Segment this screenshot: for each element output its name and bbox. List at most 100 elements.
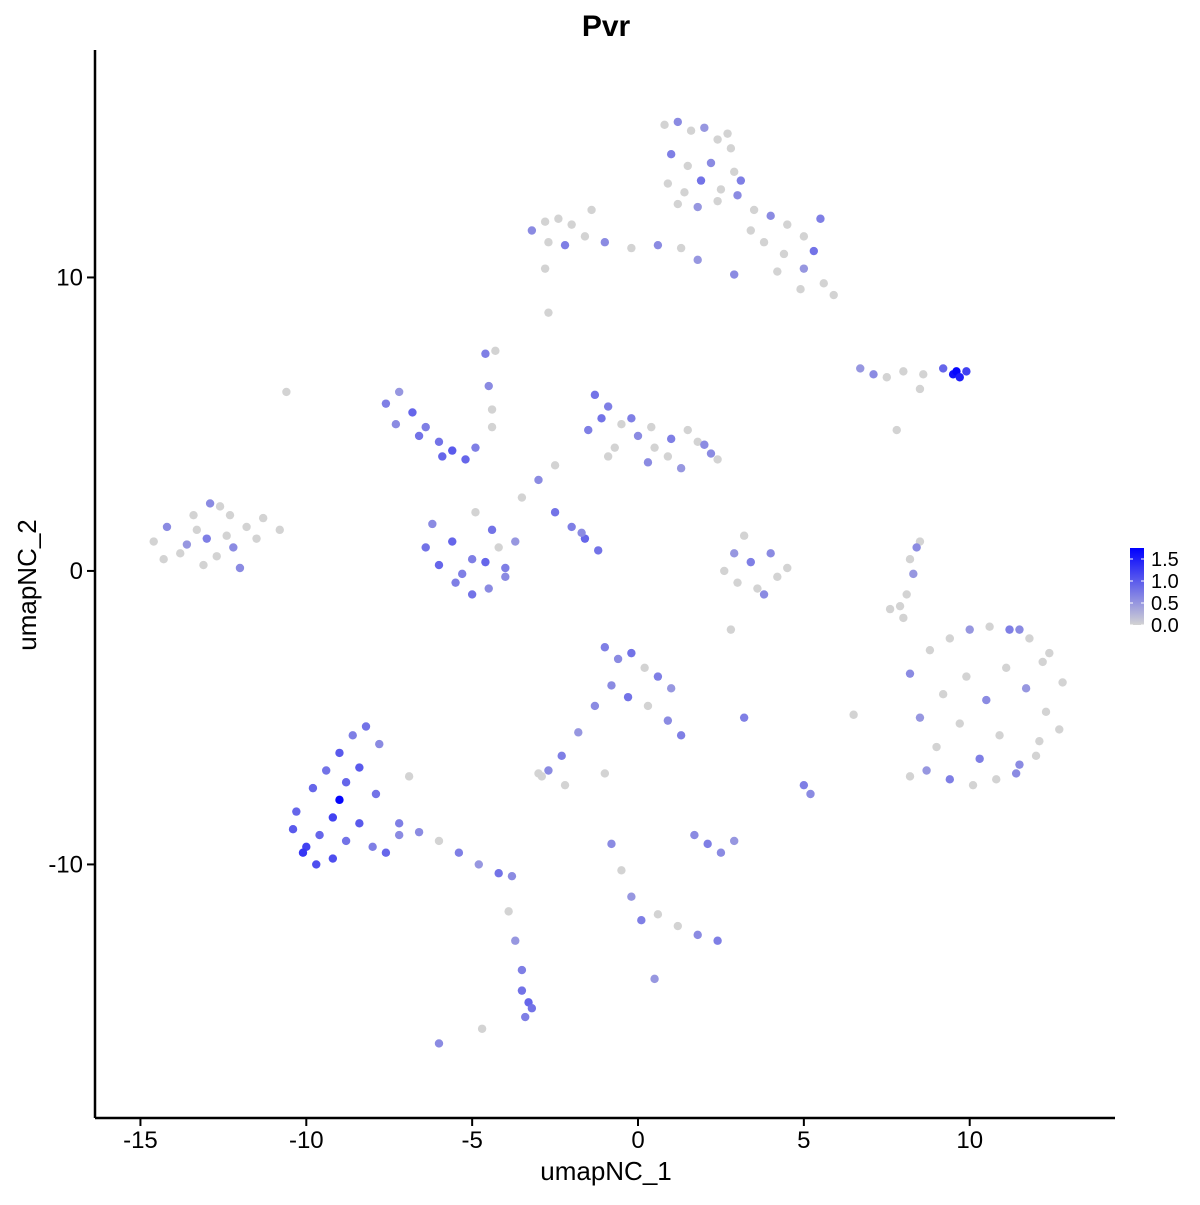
point bbox=[643, 701, 653, 711]
point bbox=[856, 364, 865, 373]
colorbar-label: 0.5 bbox=[1151, 593, 1179, 615]
point bbox=[275, 525, 284, 535]
point bbox=[739, 713, 749, 722]
point bbox=[982, 695, 991, 705]
x-tick-label: 5 bbox=[797, 1127, 810, 1154]
point bbox=[653, 672, 663, 681]
point bbox=[408, 408, 417, 417]
point bbox=[945, 775, 955, 784]
point bbox=[683, 161, 692, 171]
point bbox=[766, 549, 775, 558]
point bbox=[1058, 678, 1067, 687]
point bbox=[242, 522, 251, 532]
x-tick-label: -10 bbox=[289, 1127, 324, 1154]
point bbox=[849, 710, 858, 719]
colorbar-label: 0.0 bbox=[1151, 615, 1179, 637]
point bbox=[703, 839, 712, 849]
point bbox=[454, 848, 464, 857]
point bbox=[1031, 751, 1041, 761]
point bbox=[938, 364, 948, 373]
point bbox=[557, 751, 566, 761]
point bbox=[252, 534, 261, 543]
point bbox=[494, 543, 503, 552]
point bbox=[322, 766, 331, 775]
point bbox=[391, 419, 401, 429]
point bbox=[540, 217, 550, 226]
point bbox=[149, 537, 158, 546]
point bbox=[746, 226, 755, 235]
point bbox=[235, 563, 245, 573]
point bbox=[650, 443, 659, 452]
colorbar-label: 1.0 bbox=[1151, 571, 1179, 593]
point bbox=[1021, 684, 1031, 693]
point bbox=[414, 827, 424, 837]
point bbox=[938, 690, 948, 699]
point bbox=[749, 205, 759, 215]
point bbox=[726, 625, 736, 634]
point bbox=[341, 778, 351, 787]
chart-title: Pvr bbox=[582, 10, 631, 43]
point bbox=[467, 555, 477, 564]
point bbox=[799, 264, 809, 273]
point bbox=[663, 452, 673, 461]
colorbar-label: 1.5 bbox=[1151, 549, 1179, 571]
point bbox=[730, 836, 739, 846]
point bbox=[955, 719, 964, 728]
point bbox=[348, 731, 357, 740]
point bbox=[746, 557, 755, 567]
point bbox=[882, 373, 891, 382]
point bbox=[189, 510, 198, 520]
point bbox=[315, 830, 324, 840]
point bbox=[995, 731, 1004, 740]
x-tick-label: 10 bbox=[956, 1127, 983, 1154]
point bbox=[308, 783, 318, 793]
point bbox=[567, 220, 576, 229]
point bbox=[501, 572, 510, 582]
point bbox=[637, 915, 646, 925]
point bbox=[730, 167, 739, 176]
point bbox=[730, 270, 739, 279]
point bbox=[945, 634, 955, 643]
point bbox=[341, 836, 351, 846]
point bbox=[534, 769, 543, 778]
point bbox=[487, 525, 497, 535]
point bbox=[375, 739, 384, 749]
point bbox=[491, 346, 500, 356]
point bbox=[603, 452, 613, 461]
point bbox=[600, 769, 610, 778]
point bbox=[693, 437, 702, 447]
point bbox=[451, 578, 460, 587]
point bbox=[753, 584, 762, 593]
point bbox=[577, 528, 586, 537]
x-tick-label: 0 bbox=[631, 1127, 644, 1154]
point bbox=[633, 431, 643, 441]
point bbox=[733, 191, 742, 200]
point bbox=[501, 563, 510, 573]
x-axis-label: umapNC_1 bbox=[540, 1156, 672, 1186]
point bbox=[992, 775, 1001, 784]
point bbox=[869, 370, 878, 379]
point bbox=[663, 716, 673, 725]
point bbox=[909, 569, 918, 579]
point bbox=[540, 264, 550, 273]
point bbox=[434, 437, 444, 447]
point bbox=[696, 176, 706, 185]
point bbox=[222, 531, 231, 540]
point bbox=[905, 772, 915, 781]
point bbox=[885, 604, 895, 614]
point bbox=[471, 508, 480, 517]
x-tick-label: -5 bbox=[461, 1127, 482, 1154]
point bbox=[355, 763, 364, 772]
point bbox=[716, 848, 726, 857]
point bbox=[676, 464, 686, 473]
point bbox=[617, 866, 626, 875]
point bbox=[205, 499, 215, 508]
point bbox=[202, 534, 211, 543]
point bbox=[467, 590, 477, 599]
point bbox=[511, 537, 520, 546]
y-tick-label: -10 bbox=[48, 851, 83, 878]
point bbox=[368, 842, 377, 852]
point bbox=[932, 742, 941, 752]
point bbox=[414, 431, 424, 441]
point bbox=[627, 414, 636, 423]
